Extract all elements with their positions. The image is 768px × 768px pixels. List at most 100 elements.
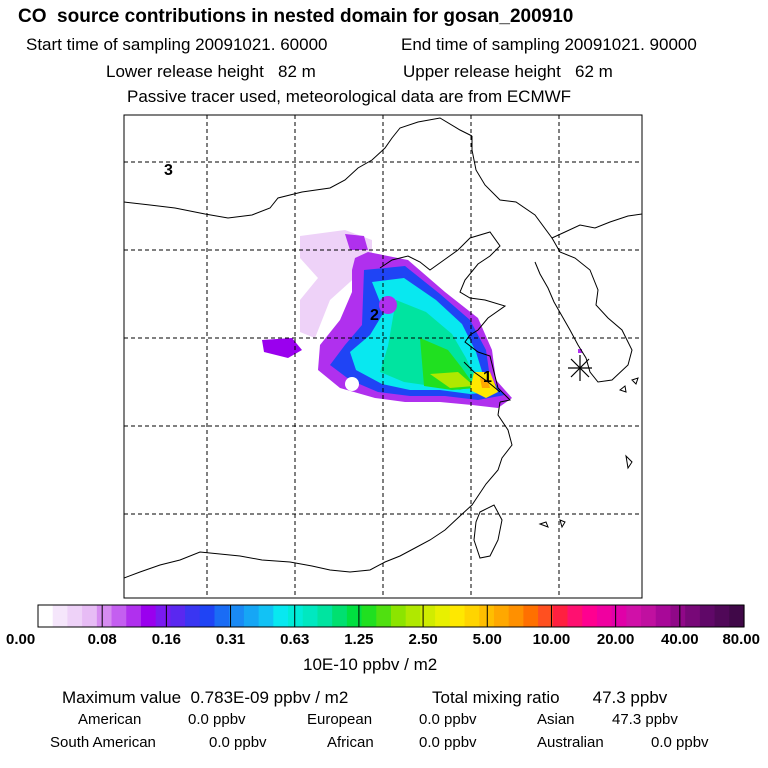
colorbar-cell [685, 605, 701, 627]
colorbar-cell [626, 605, 642, 627]
australian-label: Australian [537, 734, 604, 751]
colorbar-cell [376, 605, 392, 627]
asian-value: 47.3 ppbv [612, 711, 678, 728]
end-time-label: End time of sampling 20091021. 90000 [401, 35, 697, 54]
colorbar-cell [714, 605, 730, 627]
colorbar-cell [273, 605, 289, 627]
colorbar [38, 605, 745, 627]
chart-title: CO source contributions in nested domain… [18, 6, 574, 27]
colorbar-cell [52, 605, 69, 627]
colorbar-cell [199, 605, 216, 627]
plume-hole-1 [345, 377, 359, 391]
american-label: American [78, 711, 142, 728]
plume-violet-patch-2 [345, 234, 368, 250]
yangtze-river [463, 361, 501, 393]
colorbar-tick-label: 80.00 [722, 631, 760, 648]
colorbar-tick-label: 40.00 [661, 631, 699, 648]
lower-release-height-label: Lower release height 82 m [106, 62, 316, 81]
colorbar-cell [258, 605, 274, 627]
colorbar-cell [699, 605, 716, 627]
concentration-plume [262, 230, 582, 408]
colorbar-tick-label: 0.31 [215, 631, 246, 648]
plume-hole-2 [379, 296, 397, 314]
colorbar-cell [243, 605, 260, 627]
plume-yellowgreen-region [430, 372, 474, 388]
colorbar-cell [449, 605, 466, 627]
colorbar-cell [420, 605, 436, 627]
plume-violet-patch [262, 338, 302, 358]
colorbar-tick-label: 5.00 [472, 631, 502, 648]
colorbar-cell [523, 605, 539, 627]
colorbar-cell [302, 605, 319, 627]
receptor-asterisk-icon [568, 355, 592, 381]
korea-peninsula [534, 237, 633, 383]
colorbar-cell [655, 605, 672, 627]
south-american-label: South American [50, 734, 156, 751]
colorbar-cell [405, 605, 422, 627]
colorbar-cell [126, 605, 142, 627]
south-coast [124, 401, 513, 579]
map-grid [124, 115, 642, 598]
colorbar-cell [493, 605, 510, 627]
african-value: 0.0 ppbv [419, 734, 477, 751]
colorbar-tick-label: 0.00 [6, 631, 36, 648]
colorbar-cell [317, 605, 333, 627]
japan-islands [618, 377, 639, 470]
colorbar-cell [288, 605, 304, 627]
colorbar-cell [38, 605, 54, 627]
total-mixing-ratio-label: Total mixing ratio 47.3 ppbv [432, 688, 668, 707]
coastlines [124, 117, 642, 579]
map-label-1: 1 [483, 369, 492, 386]
map-layer: 1 2 3 [124, 115, 642, 598]
colorbar-cell [391, 605, 407, 627]
map-frame [123, 114, 643, 599]
max-value-label: Maximum value 0.783E-09 ppbv / m2 [62, 688, 349, 707]
colorbar-tick-label: 2.50 [408, 631, 438, 648]
map-label-2: 2 [370, 307, 379, 324]
colorbar-tick-label: 20.00 [596, 631, 635, 648]
colorbar-cell [214, 605, 230, 627]
tracer-info-label: Passive tracer used, meteorological data… [127, 87, 572, 106]
colorbar-cell [111, 605, 127, 627]
colorbar-unit-label: 10E-10 ppbv / m2 [303, 655, 438, 674]
colorbar-cell [641, 605, 657, 627]
colorbar-cell [464, 605, 480, 627]
colorbar-tick-label: 1.25 [344, 631, 374, 648]
colorbar-tick-label: 10.00 [532, 631, 571, 648]
colorbar-cell [155, 605, 171, 627]
colorbar-cell [332, 605, 348, 627]
colorbar-tick-label: 0.16 [151, 631, 181, 648]
colorbar-cell [435, 605, 451, 627]
colorbar-cell [611, 605, 627, 627]
colorbar-cell [67, 605, 83, 627]
colorbar-tick-label: 0.08 [87, 631, 117, 648]
colorbar-cell [508, 605, 524, 627]
colorbar-tick-label: 0.63 [280, 631, 310, 648]
colorbar-cell [582, 605, 598, 627]
northeast-coast [471, 136, 642, 239]
small-islands [538, 519, 566, 529]
european-value: 0.0 ppbv [419, 711, 477, 728]
australian-value: 0.0 ppbv [651, 734, 709, 751]
colorbar-frame [37, 604, 745, 628]
colorbar-cell [185, 605, 201, 627]
colorbar-cell [538, 605, 554, 627]
plume-orange-core [480, 378, 490, 388]
colorbar-cell [229, 605, 245, 627]
colorbar-cell [96, 605, 113, 627]
african-label: African [327, 734, 374, 751]
colorbar-cell [596, 605, 613, 627]
asian-label: Asian [537, 711, 575, 728]
colorbar-cell [346, 605, 363, 627]
european-label: European [307, 711, 373, 728]
bohai-coast [379, 231, 512, 403]
map-label-3: 3 [164, 162, 173, 179]
south-american-value: 0.0 ppbv [209, 734, 267, 751]
colorbar-cell [170, 605, 186, 627]
colorbar-cell [82, 605, 98, 627]
colorbar-cell [567, 605, 583, 627]
upper-release-height-label: Upper release height 62 m [403, 62, 613, 81]
plume-faint-region [300, 230, 372, 338]
colorbar-cell [729, 605, 745, 627]
